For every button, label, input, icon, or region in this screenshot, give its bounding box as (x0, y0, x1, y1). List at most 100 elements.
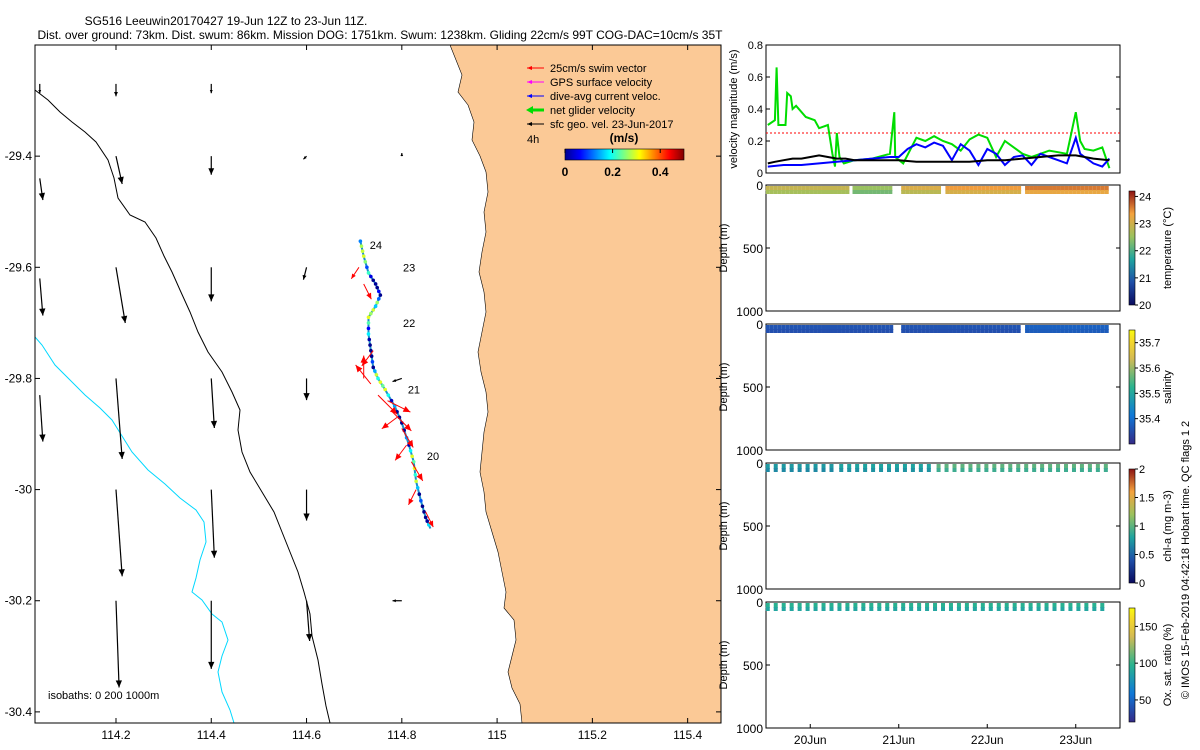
profile-sample-upper (997, 186, 1002, 191)
legend-net-head (526, 106, 533, 114)
profile-sample-upper (1040, 464, 1045, 469)
profile-sample-upper (1100, 325, 1105, 330)
geo-velocity-arrow (39, 395, 44, 442)
track-dot (366, 332, 371, 336)
profile-sample-upper (1087, 464, 1092, 469)
profile-sample-upper (996, 325, 1001, 330)
profile-sample-lower (880, 190, 885, 194)
profile-sample-upper (861, 325, 866, 330)
profile-sample-upper (985, 186, 990, 191)
profile-sample-upper (837, 603, 842, 608)
day-label: 24 (370, 240, 382, 252)
track-dot (366, 326, 371, 331)
legend-swim-head (527, 66, 532, 70)
profile-sample-upper (976, 464, 981, 469)
profile-sample-lower (1068, 607, 1073, 611)
profile-sample-lower (1017, 190, 1022, 194)
profile-colorbar-tick-label: 24 (1139, 191, 1151, 203)
profile-sample-lower (777, 329, 782, 333)
profile-sample-upper (917, 603, 922, 608)
colorbar-unit-label: (m/s) (610, 131, 639, 145)
profile-sample-upper (893, 603, 898, 608)
profile-sample-lower (887, 468, 892, 472)
profile-sample-lower (956, 607, 961, 611)
profile-sample-upper (805, 186, 810, 191)
track-dot (375, 285, 380, 290)
profile-sample-upper (845, 325, 850, 330)
profile-sample-upper (1076, 186, 1081, 191)
profile-colorbar-label: Ox. sat. ratio (%) (1162, 624, 1174, 707)
track-dot (371, 365, 376, 370)
profile-sample-lower (913, 329, 918, 333)
profile-sample-lower (837, 329, 842, 333)
map-y-tick-label: -30.4 (5, 705, 33, 719)
profile-sample-upper (769, 325, 774, 330)
profile-sample-lower (781, 190, 786, 194)
profile-sample-lower (1016, 468, 1021, 472)
geo-velocity-arrow-head (121, 315, 128, 324)
profile-sample-lower (1012, 607, 1017, 611)
profile-sample-upper (1092, 186, 1097, 191)
profile-sample-upper (1084, 186, 1089, 191)
profile-sample-upper (948, 325, 953, 330)
profile-sample-lower (949, 190, 954, 194)
profile-sample-upper (1052, 186, 1057, 191)
profile-sample-upper (801, 186, 806, 191)
profile-sample-upper (839, 464, 844, 469)
day-label: 21 (408, 385, 420, 397)
profile-sample-upper (925, 186, 930, 191)
profile-sample-lower (1103, 468, 1108, 472)
profile-sample-lower (905, 329, 910, 333)
profile-sample-upper (887, 464, 892, 469)
profile-colorbar-label: temperature (°C) (1162, 207, 1174, 289)
profile-sample-lower (781, 607, 786, 611)
profile-sample-lower (1048, 329, 1053, 333)
profile-sample-lower (925, 190, 930, 194)
profile-sample-lower (1008, 468, 1013, 472)
profile-sample-lower (849, 329, 854, 333)
profile-sample-lower (952, 468, 957, 472)
profile-sample-upper (937, 186, 942, 191)
profile-sample-lower (988, 607, 993, 611)
profile-sample-lower (879, 468, 884, 472)
profile-ylabel: Depth (m) (718, 502, 730, 551)
profile-colorbar-tick-label: 20 (1139, 300, 1151, 312)
profile-sample-lower (877, 329, 882, 333)
profile-sample-upper (1068, 603, 1073, 608)
track-dot (410, 454, 414, 459)
swim-arrow-head (402, 406, 411, 413)
profile-sample-lower (777, 190, 782, 194)
track-dot (374, 372, 379, 377)
velocity-ylabel: velocity magnitude (m/s) (728, 49, 740, 168)
legend-gps-label: GPS surface velocity (550, 77, 653, 89)
profile-sample-lower (992, 468, 997, 472)
speed-colorbar-tick-label: 0.2 (604, 165, 621, 179)
geo-velocity-arrow-head (118, 451, 125, 459)
isobaths-label: isobaths: 0 200 1000m (48, 690, 159, 702)
profile-sample-lower (1076, 607, 1081, 611)
profile-sample-lower (1052, 329, 1057, 333)
profile-sample-lower (996, 607, 1001, 611)
profile-sample-lower (956, 329, 961, 333)
profile-sample-upper (869, 603, 874, 608)
profile-sample-upper (860, 186, 865, 191)
legend-time-label: 4h (527, 134, 539, 146)
profile-sample-upper (933, 603, 938, 608)
profile-sample-upper (852, 186, 857, 191)
profile-sample-lower (1076, 190, 1081, 194)
profile-sample-lower (972, 607, 977, 611)
profile-sample-lower (1000, 468, 1005, 472)
profile-sample-upper (1104, 325, 1109, 330)
geo-velocity-arrow-head (114, 91, 118, 97)
speed-colorbar (564, 148, 685, 161)
profile-sample-lower (929, 329, 934, 333)
profile-sample-lower (852, 190, 857, 194)
profile-sample-lower (957, 190, 962, 194)
profile-sample-upper (877, 603, 882, 608)
profile-sample-lower (1048, 468, 1053, 472)
profile-sample-lower (1001, 190, 1006, 194)
profile-sample-upper (1028, 603, 1033, 608)
profile-sample-upper (1068, 325, 1073, 330)
profile-ylabel: Depth (m) (718, 641, 730, 690)
profile-sample-upper (972, 325, 977, 330)
